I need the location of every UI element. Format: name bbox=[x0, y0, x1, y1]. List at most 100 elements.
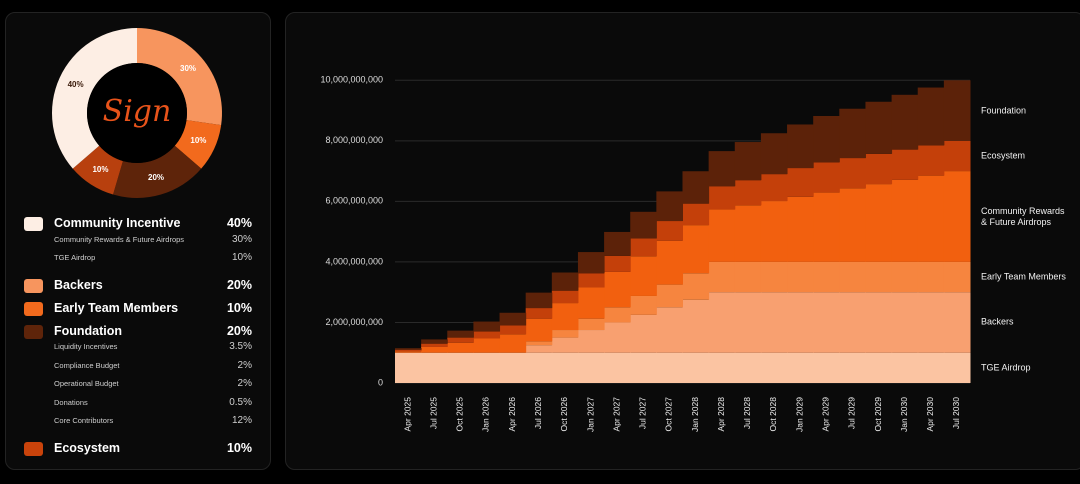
legend-value: 20% bbox=[226, 324, 252, 338]
area-step bbox=[839, 292, 866, 353]
area-step bbox=[525, 292, 553, 309]
area-step bbox=[525, 341, 553, 346]
area-step bbox=[447, 330, 474, 338]
area-step bbox=[734, 261, 762, 293]
area-step bbox=[787, 196, 814, 262]
x-tick-label: Apr 2030 bbox=[925, 397, 935, 432]
legend-subrow: Operational Budget 2% bbox=[54, 378, 252, 390]
area-step bbox=[682, 273, 710, 300]
y-tick-label: 8,000,000,000 bbox=[325, 135, 383, 145]
area-step bbox=[656, 352, 683, 383]
x-tick-label: Jul 2026 bbox=[533, 397, 543, 429]
donut-label: 10% bbox=[92, 165, 108, 174]
series-label: TGE Airdrop bbox=[981, 362, 1031, 373]
legend-row: Backers 20% bbox=[24, 277, 252, 295]
legend-subrow: TGE Airdrop 10% bbox=[54, 252, 252, 264]
legend-sublabel: Core Contributors bbox=[54, 416, 114, 425]
area-step bbox=[682, 299, 710, 353]
donut-label: 40% bbox=[68, 80, 84, 89]
legend-sublabel: Donations bbox=[54, 397, 88, 407]
legend-label: Community Incentive bbox=[54, 216, 181, 230]
area-step bbox=[577, 252, 605, 274]
area-step bbox=[813, 162, 840, 193]
x-tick-label: Oct 2029 bbox=[873, 397, 883, 432]
area-step bbox=[421, 346, 448, 353]
area-step bbox=[891, 292, 919, 353]
y-tick-label: 0 bbox=[378, 377, 383, 387]
area-step bbox=[395, 349, 422, 352]
area-step bbox=[656, 307, 683, 353]
area-step bbox=[734, 292, 762, 353]
area-step bbox=[421, 343, 448, 347]
legend-label: Foundation bbox=[54, 324, 123, 338]
area-step bbox=[682, 203, 710, 226]
area-step bbox=[551, 337, 579, 353]
area-step bbox=[839, 261, 866, 293]
x-tick-label: Oct 2027 bbox=[664, 397, 674, 432]
legend-subrow: Donations 0.5% bbox=[54, 397, 252, 409]
area-step bbox=[525, 318, 553, 342]
area-step bbox=[577, 352, 605, 383]
area-step bbox=[473, 321, 501, 332]
legend-sublabel: Liquidity Incentives bbox=[54, 342, 118, 351]
x-tick-label: Jul 2028 bbox=[742, 397, 752, 429]
legend-row: Early Team Members 10% bbox=[24, 300, 252, 318]
area-step bbox=[865, 101, 893, 154]
area-step bbox=[525, 308, 553, 319]
area-step bbox=[630, 295, 657, 315]
area-step bbox=[656, 221, 683, 241]
donut-segment bbox=[137, 28, 222, 126]
donut-segment bbox=[113, 145, 202, 199]
area-step bbox=[656, 240, 683, 285]
x-tick-label: Jan 2029 bbox=[794, 397, 804, 432]
area-step bbox=[656, 284, 683, 308]
area-step bbox=[839, 158, 866, 189]
area-step bbox=[787, 168, 814, 197]
area-step bbox=[708, 292, 736, 353]
y-tick-label: 4,000,000,000 bbox=[325, 256, 383, 266]
donut-segment bbox=[174, 120, 222, 169]
area-step bbox=[760, 174, 788, 202]
donut-segment bbox=[52, 28, 137, 169]
y-tick-label: 2,000,000,000 bbox=[325, 317, 383, 327]
x-tick-label: Apr 2026 bbox=[507, 397, 517, 432]
x-tick-label: Jul 2030 bbox=[951, 397, 961, 429]
area-step bbox=[891, 149, 919, 180]
area-step bbox=[421, 352, 448, 383]
area-step bbox=[630, 314, 657, 353]
area-step bbox=[813, 192, 840, 262]
area-step bbox=[813, 352, 840, 383]
x-tick-label: Jan 2027 bbox=[585, 397, 595, 432]
area-step bbox=[865, 153, 893, 185]
legend-subvalue: 12% bbox=[231, 415, 252, 426]
legend-value: 10% bbox=[226, 441, 252, 455]
area-step bbox=[708, 352, 736, 383]
area-step bbox=[760, 201, 788, 262]
area-step bbox=[787, 292, 814, 353]
series-label: Foundation bbox=[981, 105, 1027, 116]
area-step bbox=[891, 179, 919, 262]
area-step bbox=[630, 256, 657, 296]
legend-swatch bbox=[24, 325, 43, 339]
area-step bbox=[551, 303, 579, 331]
area-step bbox=[813, 115, 840, 163]
legend-row: Ecosystem 10% bbox=[24, 440, 252, 458]
area-step bbox=[577, 318, 605, 331]
area-step bbox=[787, 124, 814, 169]
area-step bbox=[656, 191, 683, 222]
series-label: Early Team Members bbox=[981, 271, 1066, 282]
legend-swatch bbox=[24, 279, 43, 293]
area-step bbox=[839, 188, 866, 262]
legend-subvalue: 10% bbox=[231, 252, 252, 263]
area-step bbox=[682, 171, 710, 204]
area-step bbox=[630, 238, 657, 257]
area-step bbox=[551, 352, 579, 383]
area-step bbox=[604, 231, 631, 256]
legend-sublabel: Operational Budget bbox=[54, 379, 119, 388]
x-tick-label: Jan 2026 bbox=[481, 397, 491, 432]
y-tick-label: 6,000,000,000 bbox=[325, 196, 383, 206]
area-step bbox=[447, 337, 474, 343]
donut-segment bbox=[72, 145, 123, 195]
legend-value: 20% bbox=[226, 278, 252, 292]
